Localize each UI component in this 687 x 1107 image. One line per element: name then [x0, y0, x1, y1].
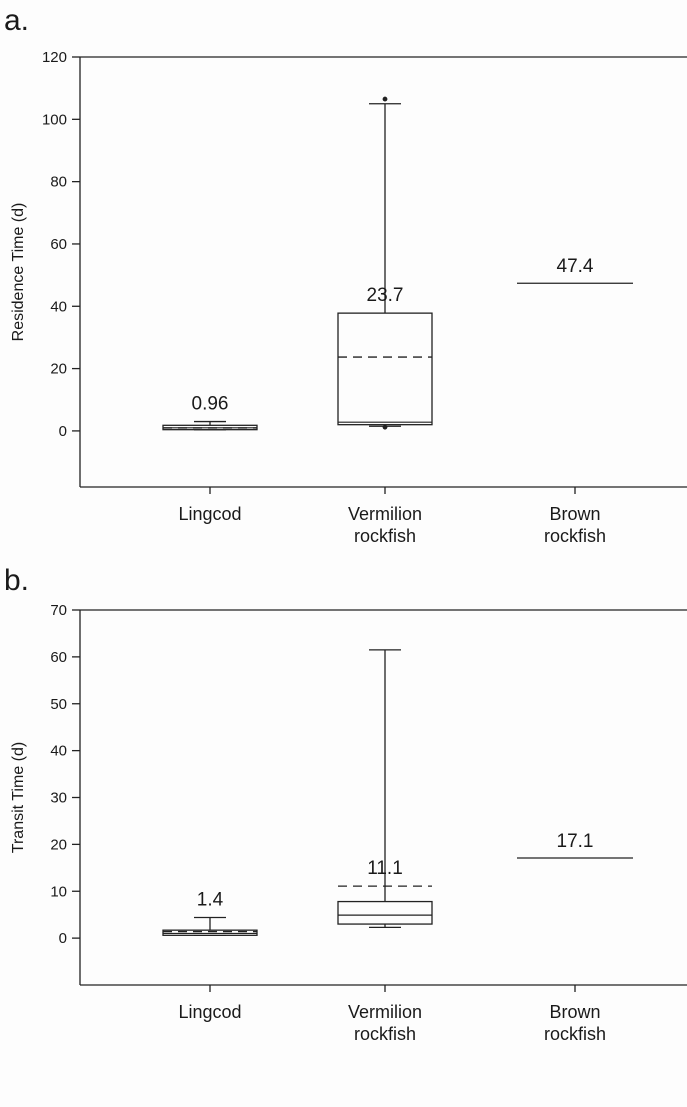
panel-b-mean-label: 17.1: [557, 831, 594, 852]
panel-b-x-tick-label: Lingcod: [178, 1002, 241, 1022]
panel-b-y-tick-label: 60: [50, 649, 67, 666]
panel-b-y-tick-label: 40: [50, 743, 67, 760]
panel-a-mean-label: 47.4: [557, 256, 594, 277]
panel-a-x-tick-label: Brown: [549, 504, 600, 524]
panel-b-x-tick-label: rockfish: [544, 1024, 606, 1044]
panel-a-y-tick-label: 60: [50, 236, 67, 253]
panel-b-y-tick-label: 50: [50, 696, 67, 713]
panel-b-letter: b.: [4, 564, 29, 597]
panel-a-x-tick-label: rockfish: [354, 526, 416, 546]
panel-a-y-tick-label: 0: [59, 423, 67, 440]
panel-b-y-tick-label: 30: [50, 790, 67, 807]
panel-b-x-tick-label: Brown: [549, 1002, 600, 1022]
panel-b-y-tick-label: 20: [50, 836, 67, 853]
panel-a-y-tick-label: 20: [50, 361, 67, 378]
panel-a-outlier-point: [382, 424, 388, 430]
panel-a-letter: a.: [4, 4, 29, 37]
panel-a-x-tick-label: rockfish: [544, 526, 606, 546]
panel-a-y-axis-title: Residence Time (d): [10, 203, 27, 342]
panel-a-y-tick-label: 100: [42, 111, 67, 128]
panel-a-y-tick-label: 40: [50, 298, 67, 315]
panel-b-iqr-box: [162, 929, 258, 936]
panel-b-y-axis-title: Transit Time (d): [10, 742, 27, 853]
panel-a-mean-label: 0.96: [192, 394, 229, 415]
panel-a-x-tick-label: Lingcod: [178, 504, 241, 524]
panel-a-iqr-box: [337, 312, 433, 426]
panel-b-x-tick-label: Vermilion: [348, 1002, 422, 1022]
panel-b-mean-label: 1.4: [197, 890, 224, 911]
panel-b-y-tick-label: 10: [50, 883, 67, 900]
panel-a-y-tick-label: 80: [50, 174, 67, 191]
panel-b-y-tick-label: 70: [50, 602, 67, 619]
panel-a-mean-label: 23.7: [367, 285, 404, 306]
panel-a-x-tick-label: Vermilion: [348, 504, 422, 524]
panel-a-outlier-point: [382, 96, 388, 102]
panel-b-y-tick-label: 0: [59, 930, 67, 947]
panel-b-mean-label: 11.1: [367, 858, 403, 879]
panel-b-x-tick-label: rockfish: [354, 1024, 416, 1044]
panel-a-y-tick-label: 120: [42, 49, 67, 66]
panel-b-iqr-box: [337, 900, 433, 925]
